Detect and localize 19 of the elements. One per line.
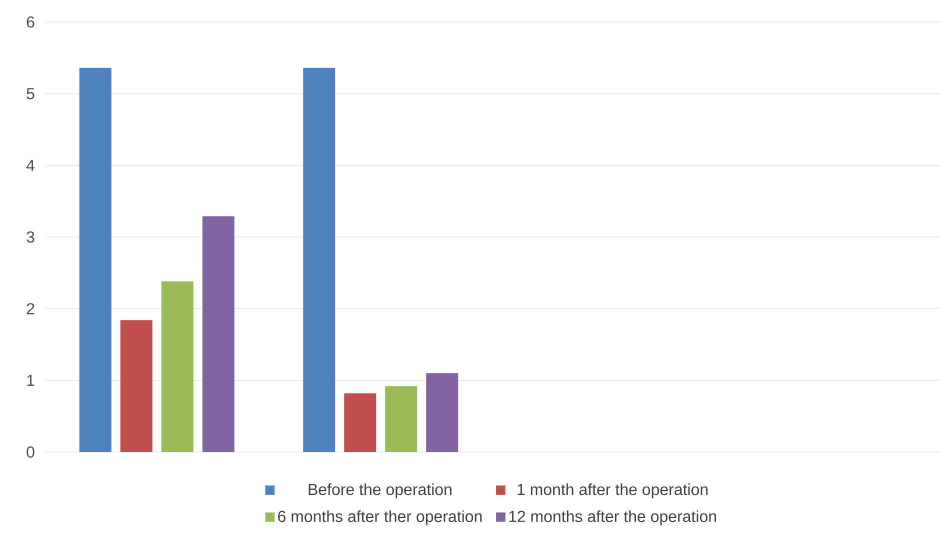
bar — [120, 320, 152, 452]
bar — [79, 68, 112, 452]
legend-label: 1 month after the operation — [518, 483, 708, 498]
bar — [385, 386, 418, 452]
y-tick-label: 5 — [26, 88, 34, 100]
bar — [303, 68, 336, 452]
bar — [344, 393, 376, 452]
y-tick-label: 3 — [26, 231, 34, 243]
legend-label: 12 months after the operation — [509, 510, 716, 526]
y-tick-label: 1 — [27, 374, 34, 386]
y-tick-label: 6 — [26, 16, 34, 28]
bar — [426, 373, 458, 452]
y-tick-label: 0 — [26, 446, 34, 458]
y-tick-label: 2 — [26, 303, 34, 314]
legend-label: Before the operation — [308, 483, 452, 498]
bar — [202, 216, 234, 452]
bar — [161, 281, 194, 452]
y-tick-label: 4 — [26, 160, 34, 171]
legend-label: 6 months after ther operation — [278, 510, 482, 526]
